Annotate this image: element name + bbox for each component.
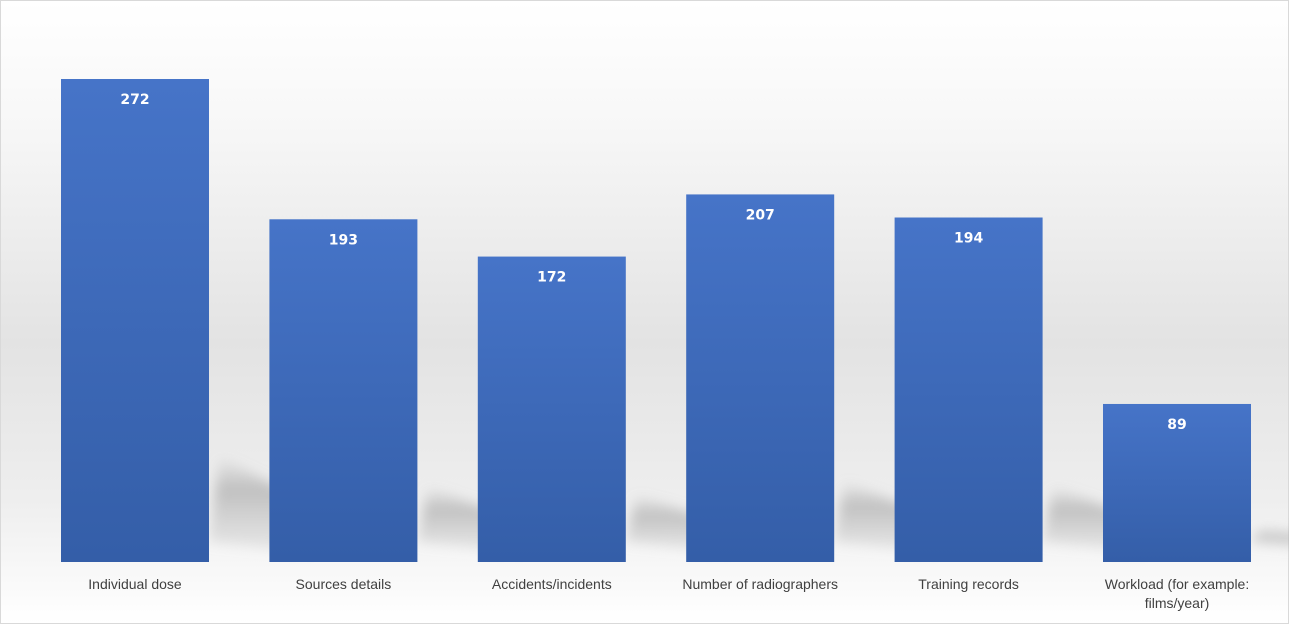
category-tick-label: Accidents/incidents [492, 576, 612, 592]
data-label: 272 [120, 92, 149, 108]
data-label: 193 [329, 232, 358, 248]
bar [686, 194, 835, 562]
data-label: 194 [954, 231, 983, 247]
bar [269, 219, 418, 562]
bar [61, 79, 209, 562]
category-tick-label: Number of radiographers [682, 576, 838, 592]
category-tick-label: Sources details [296, 576, 392, 592]
category-tick-label: Workload (for example: films/year) [1105, 576, 1249, 611]
data-label: 207 [746, 207, 775, 223]
bar [894, 217, 1043, 562]
category-axis-labels: Individual dose Sources details Accidents/… [88, 576, 1249, 611]
category-tick-label: Individual dose [88, 576, 182, 592]
bar-shadow [1251, 527, 1289, 546]
bars [61, 79, 1251, 562]
data-label: 89 [1167, 417, 1186, 433]
bar [1103, 403, 1251, 562]
bar [477, 256, 626, 562]
data-label: 172 [537, 270, 566, 286]
category-tick-label: Training records [918, 576, 1019, 592]
data-labels: 272 193 172 207 194 89 [120, 92, 1186, 433]
